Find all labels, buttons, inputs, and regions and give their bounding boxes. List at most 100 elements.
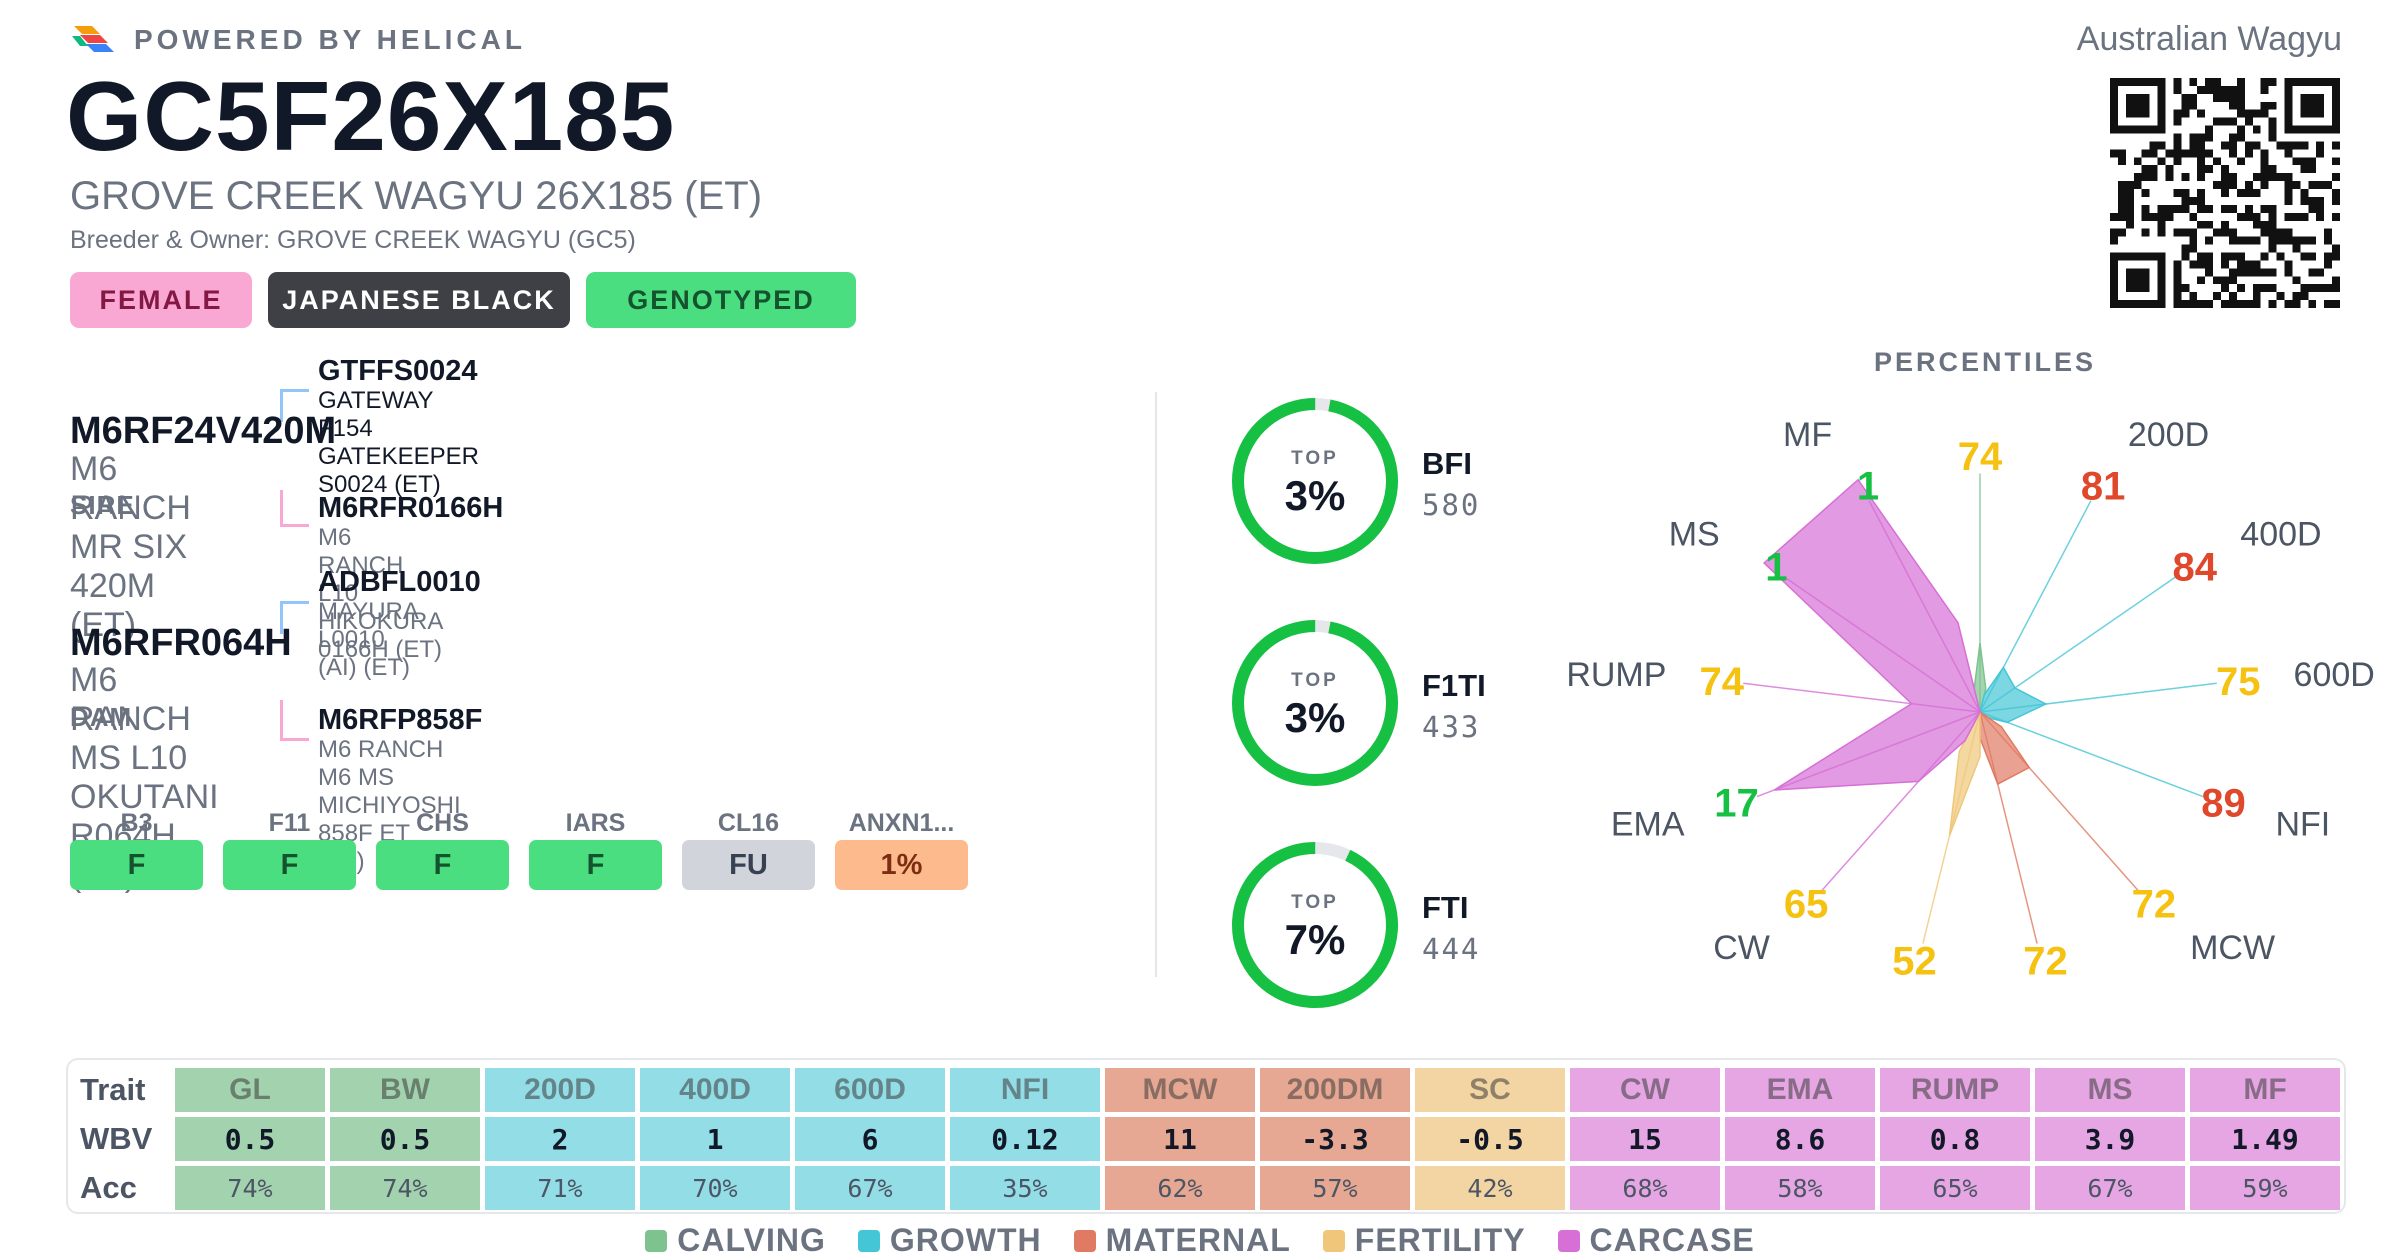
wbv-cell: 0.5 bbox=[330, 1117, 480, 1161]
row-label: WBV bbox=[80, 1121, 153, 1156]
index-name: BFI bbox=[1422, 446, 1472, 481]
radar-trait-label: 200DM bbox=[2057, 999, 2167, 1000]
sire-id[interactable]: M6RF24V420M bbox=[70, 410, 337, 452]
genetic-test: ANXN1... 1% bbox=[835, 806, 968, 890]
acc-cell: 59% bbox=[2190, 1166, 2340, 1210]
radar-value-label: 75 bbox=[2216, 660, 2261, 704]
dam-sire-id[interactable]: ADBFL0010 bbox=[318, 566, 481, 598]
radar-trait-label: 400D bbox=[2240, 516, 2321, 554]
dam-dam-id[interactable]: M6RFP858F bbox=[318, 704, 483, 736]
legend-label: MATERNAL bbox=[1105, 1222, 1291, 1258]
index-f1ti: TOP 3% F1TI 433 bbox=[1230, 618, 1560, 798]
genetic-test-result: 1% bbox=[835, 840, 968, 890]
genetic-test: F11 F bbox=[223, 806, 356, 890]
section-divider bbox=[1155, 392, 1157, 977]
legend-item-maternal: MATERNAL bbox=[1073, 1222, 1291, 1259]
index-top-percent: 3% bbox=[1284, 472, 1346, 519]
index-top-label: TOP bbox=[1291, 670, 1339, 691]
radar-spoke bbox=[1979, 711, 2204, 798]
powered-by: POWERED BY HELICAL bbox=[70, 22, 526, 58]
acc-cell: 71% bbox=[485, 1166, 635, 1210]
legend-label: FERTILITY bbox=[1354, 1222, 1526, 1258]
sire-dam-name: M6 RANCH L10 HIKOKURA 0166H (ET) bbox=[318, 524, 443, 663]
legend-label: CALVING bbox=[677, 1222, 826, 1258]
radar-trait-label: RUMP bbox=[1566, 656, 1666, 694]
trait-header-cell: GL bbox=[175, 1068, 325, 1112]
sex-badge: FEMALE bbox=[70, 272, 252, 328]
acc-cell: 68% bbox=[1570, 1166, 1720, 1210]
sire-sire-connector bbox=[280, 389, 309, 422]
legend-item-growth: GROWTH bbox=[857, 1222, 1042, 1259]
sire-dam-id[interactable]: M6RFR0166H bbox=[318, 492, 504, 524]
index-value: 444 bbox=[1422, 932, 1481, 966]
index-top-percent: 3% bbox=[1284, 694, 1346, 741]
trait-header-cell: SC bbox=[1415, 1068, 1565, 1112]
genetic-tests: B3 F F11 F CHS F IARS F CL16 FU ANXN1...… bbox=[70, 806, 968, 890]
powered-by-text: POWERED BY HELICAL bbox=[134, 24, 526, 55]
sire-sire-name: GATEWAY F154 GATEKEEPER S0024 (ET) bbox=[318, 387, 479, 498]
acc-cell: 74% bbox=[330, 1166, 480, 1210]
genetic-test: CL16 FU bbox=[682, 806, 815, 890]
breeder-owner: Breeder & Owner: GROVE CREEK WAGYU (GC5) bbox=[70, 226, 636, 254]
radar-value-label: 1 bbox=[1765, 546, 1787, 590]
qr-code-icon[interactable] bbox=[2108, 78, 2342, 308]
acc-cell: 35% bbox=[950, 1166, 1100, 1210]
breed-society: Australian Wagyu bbox=[2076, 20, 2342, 58]
helical-logo-icon bbox=[72, 26, 114, 52]
legend-swatch bbox=[1073, 1229, 1096, 1252]
dam-role-label: DAM bbox=[70, 702, 133, 732]
acc-cell: 70% bbox=[640, 1166, 790, 1210]
genetic-test-code: ANXN1... bbox=[848, 809, 955, 837]
wbv-cell: 8.6 bbox=[1725, 1117, 1875, 1161]
genetic-test-result: F bbox=[70, 840, 203, 890]
genetic-test-code: IARS bbox=[565, 809, 626, 837]
ebv-table: Trait GL BW 200D 400D 600D NFI MCW 200DM SC CW EMA… bbox=[66, 1058, 2346, 1214]
radar-trait-label: 600D bbox=[2294, 656, 2375, 694]
sire-sire-id[interactable]: GTFFS0024 bbox=[318, 355, 478, 387]
genetic-test: CHS F bbox=[376, 806, 509, 890]
genetic-test: B3 F bbox=[70, 806, 203, 890]
acc-cell: 74% bbox=[175, 1166, 325, 1210]
index-fti: TOP 7% FTI 444 bbox=[1230, 840, 1560, 1020]
sire-role-label: SIRE bbox=[70, 490, 135, 520]
radar-value-label: 89 bbox=[2201, 782, 2246, 826]
trait-header-cell: MF bbox=[2190, 1068, 2340, 1112]
wbv-cell: 0.8 bbox=[1880, 1117, 2030, 1161]
radar-trait-label: MS bbox=[1669, 516, 1720, 554]
wbv-cell: 11 bbox=[1105, 1117, 1255, 1161]
legend-label: CARCASE bbox=[1589, 1222, 1755, 1258]
row-label: Acc bbox=[80, 1170, 137, 1205]
genetic-test-code: F11 bbox=[268, 809, 311, 837]
wbv-cell: 0.5 bbox=[175, 1117, 325, 1161]
genetic-test-result: F bbox=[376, 840, 509, 890]
legend-swatch bbox=[1557, 1229, 1580, 1252]
legend-swatch bbox=[645, 1229, 668, 1252]
badge-row: FEMALE JAPANESE BLACK GENOTYPED bbox=[70, 272, 856, 328]
trait-header-cell: EMA bbox=[1725, 1068, 1875, 1112]
trait-header-cell: BW bbox=[330, 1068, 480, 1112]
index-value: 580 bbox=[1422, 488, 1481, 522]
trait-row: Trait GL BW 200D 400D 600D NFI MCW 200DM SC CW EMA… bbox=[80, 1068, 2340, 1112]
breed-badge: JAPANESE BLACK bbox=[268, 272, 570, 328]
group-legend: CALVING GROWTH MATERNAL FERTILITY CARCASE bbox=[0, 1222, 2400, 1259]
legend-item-carcase: CARCASE bbox=[1557, 1222, 1755, 1259]
genetic-test-code: CL16 bbox=[717, 809, 780, 837]
genetic-test-result: FU bbox=[682, 840, 815, 890]
index-name: F1TI bbox=[1422, 668, 1486, 703]
radar-trait-label: NFI bbox=[2275, 805, 2330, 843]
index-value: 433 bbox=[1422, 710, 1481, 744]
sire-name: M6 RANCH MR SIX 420M (ET) bbox=[70, 450, 191, 644]
trait-header-cell: NFI bbox=[950, 1068, 1100, 1112]
trait-header-cell: MS bbox=[2035, 1068, 2185, 1112]
genetic-test-code: B3 bbox=[120, 809, 153, 837]
row-label: Trait bbox=[80, 1072, 146, 1107]
radar-value-label: 74 bbox=[1958, 435, 2003, 479]
trait-header-cell: 400D bbox=[640, 1068, 790, 1112]
legend-swatch bbox=[1322, 1229, 1345, 1252]
dam-sire-name: MAYURA L0010 (AI) (ET) bbox=[318, 598, 418, 681]
acc-cell: 65% bbox=[1880, 1166, 2030, 1210]
wbv-cell: 0.12 bbox=[950, 1117, 1100, 1161]
dam-id[interactable]: M6RFR064H bbox=[70, 622, 292, 664]
legend-item-fertility: FERTILITY bbox=[1322, 1222, 1526, 1259]
radar-value-label: 72 bbox=[2132, 883, 2177, 927]
